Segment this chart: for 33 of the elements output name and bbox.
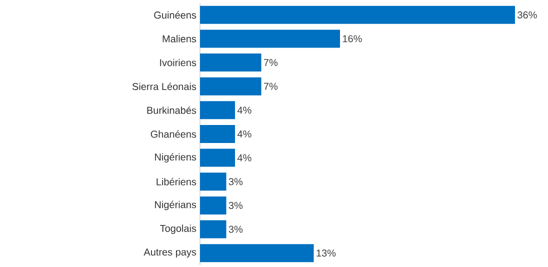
bar [200,148,236,167]
y-tick-label: Ghanéens [150,130,196,138]
bar [200,77,262,96]
data-label: 16% [342,35,362,42]
data-label: 36% [518,11,537,18]
bar [200,244,314,262]
y-tick-label: Guinéens [154,11,196,19]
y-tick-label: Nigérians [155,200,196,210]
y-tick-label: Libériens [156,178,196,186]
data-label: 4% [237,106,252,114]
y-tick-label: Ivoiriens [160,58,196,66]
data-label: 4% [237,130,252,138]
data-label: 3% [228,226,243,233]
data-label: 7% [264,59,278,66]
bar [200,54,262,72]
y-tick-label: Sierra Léonais [132,82,196,90]
y-tick-label: Nigériens [155,153,196,163]
bar [200,101,236,120]
data-label: 13% [316,250,336,257]
data-label: 7% [264,82,278,90]
y-tick-label: Maliens [162,35,196,42]
y-tick-label: Togolais [160,224,196,234]
bar [200,172,226,191]
bar [200,30,340,48]
bar [200,220,226,238]
bar [200,124,236,143]
y-tick-label: Burkinabés [147,106,196,114]
y-tick-label: Autres pays [144,248,196,258]
data-label: 3% [228,202,243,209]
bar [200,6,515,24]
data-label: 4% [237,154,252,162]
bar [200,196,226,214]
data-label: 3% [228,178,243,186]
